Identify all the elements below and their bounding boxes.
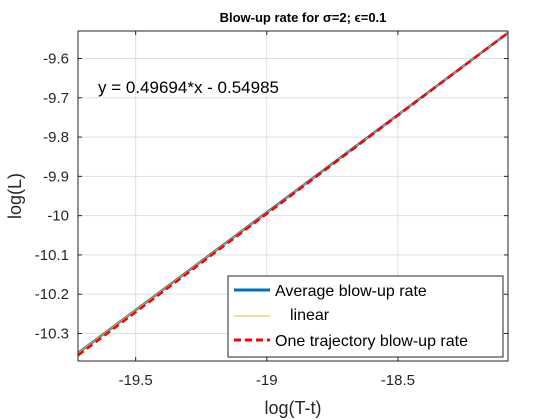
x-tick-label: -19 bbox=[256, 372, 278, 389]
plot-border bbox=[77, 30, 509, 362]
fit-equation-annotation: y = 0.49694*x - 0.54985 bbox=[98, 78, 279, 97]
legend-label-average: Average blow-up rate bbox=[275, 283, 427, 300]
y-tick-label: -9.8 bbox=[43, 129, 69, 146]
legend: Average blow-up rate linear One trajecto… bbox=[227, 275, 504, 358]
chart-title: Blow-up rate for σ=2; ϵ=0.1 bbox=[220, 10, 387, 25]
legend-box bbox=[227, 275, 504, 358]
series-line-trajectory bbox=[77, 31, 509, 357]
y-tick-label: -10.2 bbox=[35, 286, 69, 303]
y-tick-label: -9.7 bbox=[43, 90, 69, 107]
ticks: -19.5 -19 -18.5 -10.3 -10.2 -10.1 -10 -9.9 -9.8 -… bbox=[35, 31, 508, 389]
y-tick-label: -9.9 bbox=[43, 168, 69, 185]
y-tick-label: -10.1 bbox=[35, 247, 69, 264]
y-tick-label: -10.3 bbox=[35, 326, 69, 343]
y-tick-label: -9.6 bbox=[43, 51, 69, 68]
x-axis-label: log(T-t) bbox=[264, 398, 321, 418]
legend-label-trajectory: One trajectory blow-up rate bbox=[275, 333, 468, 350]
legend-label-linear: linear bbox=[290, 307, 330, 324]
x-tick-label: -19.5 bbox=[119, 372, 153, 389]
y-tick-label: -10 bbox=[47, 208, 69, 225]
y-axis-label: log(L) bbox=[5, 173, 25, 219]
series-lines bbox=[77, 31, 509, 357]
x-tick-label: -18.5 bbox=[381, 372, 415, 389]
